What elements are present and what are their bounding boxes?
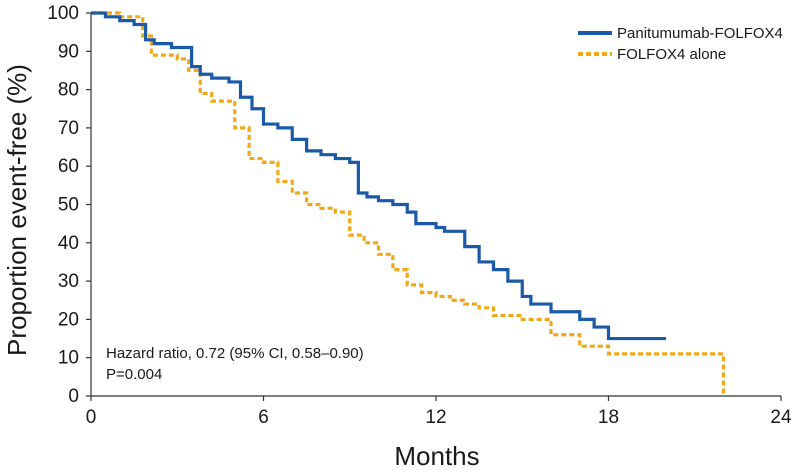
- y-tick-label: 20: [58, 309, 79, 330]
- series-layer: [91, 11, 726, 396]
- y-tick-label: 50: [58, 195, 79, 216]
- x-axis: 0 6 12 18 24: [86, 395, 792, 428]
- hazard-ratio-text: Hazard ratio, 0.72 (95% CI, 0.58–0.90): [106, 345, 364, 362]
- y-tick-label: 100: [47, 3, 79, 24]
- series-folfox4-alone: [91, 11, 726, 396]
- series-panitumumab-folfox4: [91, 11, 666, 341]
- x-tick-label: 12: [425, 407, 446, 428]
- y-tick-label: 10: [58, 348, 79, 369]
- p-value-text: P=0.004: [106, 366, 162, 383]
- x-tick-label: 0: [86, 407, 97, 428]
- x-tick-label: 24: [770, 407, 792, 428]
- y-tick-label: 70: [58, 118, 79, 139]
- x-tick-label: 18: [598, 407, 619, 428]
- legend-label-panitumumab: Panitumumab-FOLFOX4: [617, 25, 783, 42]
- y-tick-label: 80: [58, 80, 79, 101]
- annotation: Hazard ratio, 0.72 (95% CI, 0.58–0.90) P…: [106, 345, 364, 383]
- legend-item-panitumumab: Panitumumab-FOLFOX4: [578, 25, 783, 42]
- y-tick-label: 0: [68, 386, 79, 407]
- y-tick-label: 30: [58, 271, 79, 292]
- legend: Panitumumab-FOLFOX4 FOLFOX4 alone: [578, 25, 783, 63]
- y-tick-label: 90: [58, 41, 79, 62]
- y-axis-title: Proportion event-free (%): [2, 64, 32, 356]
- x-tick-label: 6: [258, 407, 269, 428]
- x-axis-title: Months: [394, 441, 479, 471]
- y-axis: 0 10 20 30 40 50 60 70 80 90 100: [47, 3, 92, 407]
- legend-item-folfox4: FOLFOX4 alone: [578, 46, 726, 63]
- legend-label-folfox4: FOLFOX4 alone: [617, 46, 726, 63]
- y-tick-label: 40: [58, 233, 79, 254]
- y-tick-label: 60: [58, 156, 79, 177]
